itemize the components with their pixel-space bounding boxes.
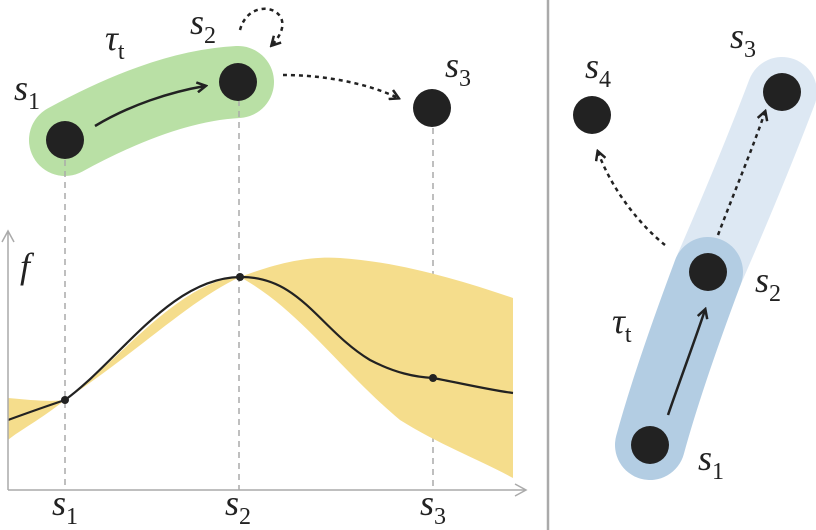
subscript: 2 — [239, 504, 251, 530]
trajectory-label: τt — [612, 301, 632, 348]
subscript: 3 — [744, 37, 756, 63]
y-axis-label: f — [20, 246, 35, 286]
symbol: s — [698, 438, 712, 478]
trajectory-label: τt — [105, 18, 125, 65]
node-label: s3 — [730, 16, 756, 63]
subscript: 3 — [459, 66, 471, 92]
subscript: t — [118, 39, 125, 65]
x-tick-label: s1 — [52, 483, 78, 530]
trajectory-band — [29, 46, 274, 176]
node-label: s2 — [755, 260, 781, 307]
symbol: s — [52, 483, 66, 523]
node-label: s4 — [585, 46, 611, 93]
self-loop-arrow — [238, 7, 284, 45]
symbol: s — [225, 483, 239, 523]
symbol: s — [730, 16, 744, 56]
observations — [61, 273, 437, 404]
symbol: τ — [612, 301, 626, 341]
explore-arrow — [598, 152, 666, 246]
x-tick-label: s3 — [420, 483, 446, 530]
symbol: s — [445, 45, 459, 85]
node-label: s1 — [14, 68, 40, 115]
symbol: s — [585, 46, 599, 86]
symbol: s — [14, 68, 28, 108]
transition-arrow — [94, 86, 205, 128]
uncertainty-band — [8, 257, 513, 478]
node-label: s2 — [190, 2, 216, 49]
subscript: 4 — [599, 67, 611, 93]
symbol: τ — [105, 18, 119, 58]
symbol: s — [755, 260, 769, 300]
symbol: s — [420, 483, 434, 523]
explore-arrow — [282, 73, 398, 98]
node-label: s3 — [445, 45, 471, 92]
right-nodes — [573, 73, 801, 464]
subscript: 2 — [204, 23, 216, 49]
subscript: t — [625, 322, 632, 348]
subscript: 3 — [434, 504, 446, 530]
trajectory-band — [615, 237, 743, 480]
transition-arrow — [666, 310, 705, 416]
left-nodes — [46, 63, 451, 159]
subscript: 1 — [28, 89, 40, 115]
symbol: s — [190, 2, 204, 42]
subscript: 2 — [769, 281, 781, 307]
node-label: s1 — [698, 438, 724, 485]
x-tick-label: s2 — [225, 483, 251, 530]
subscript: 1 — [712, 459, 724, 485]
subscript: 1 — [66, 504, 78, 530]
